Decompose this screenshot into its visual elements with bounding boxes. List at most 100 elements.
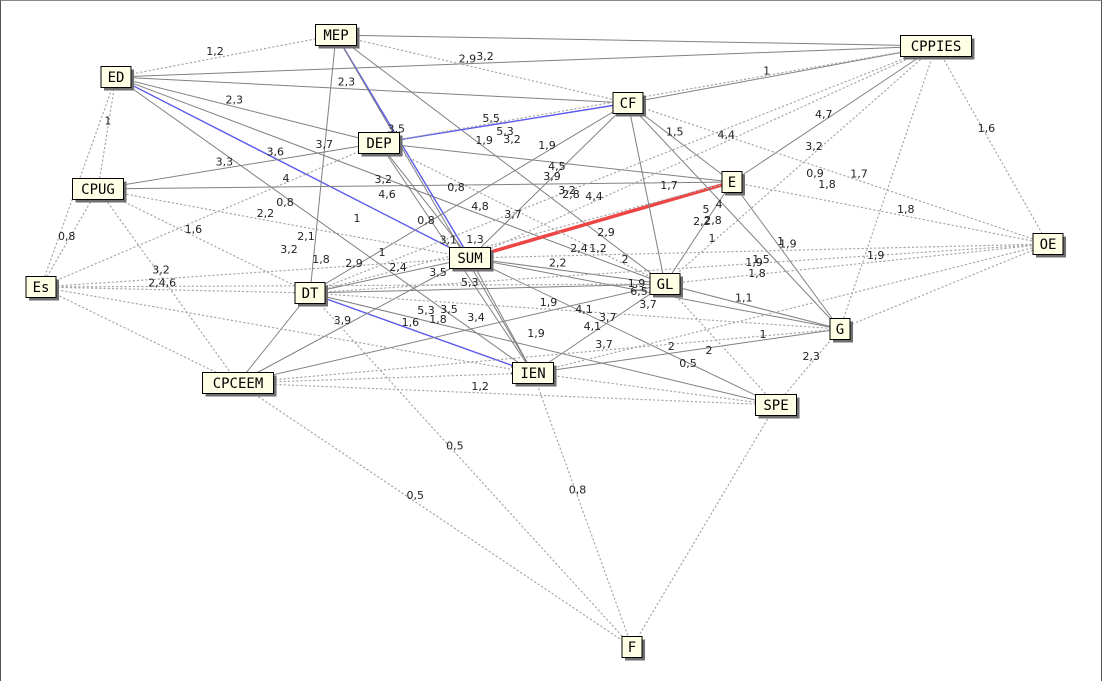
edge-weight-label: 0,8 bbox=[276, 196, 294, 209]
edge-weight-label: 2,9 bbox=[345, 257, 363, 270]
edge-weight-label: 3,5 bbox=[429, 266, 447, 279]
edge-weight-label: 2,4 bbox=[389, 261, 407, 274]
node-box[interactable] bbox=[621, 636, 643, 658]
node-box[interactable] bbox=[294, 282, 326, 304]
edge-es-dt bbox=[40, 286, 311, 294]
edge-mep-cf bbox=[335, 34, 629, 104]
node-oe[interactable]: OE bbox=[1032, 233, 1066, 258]
node-e[interactable]: E bbox=[721, 171, 745, 196]
edge-weight-label: 5,5 bbox=[482, 112, 500, 125]
node-label: SPE bbox=[763, 398, 788, 414]
edge-ed-sum bbox=[115, 76, 471, 259]
node-label: GL bbox=[657, 277, 674, 293]
node-mep[interactable]: MEP bbox=[315, 24, 360, 49]
node-box[interactable] bbox=[900, 35, 972, 57]
edge-cpceem-f bbox=[237, 382, 633, 648]
node-dt[interactable]: DT bbox=[294, 282, 328, 307]
node-label: ED bbox=[108, 70, 125, 86]
node-box[interactable] bbox=[512, 362, 554, 384]
edge-weight-label: 1,5 bbox=[752, 253, 770, 266]
edge-weight-label: 1,9 bbox=[527, 327, 545, 340]
node-box[interactable] bbox=[315, 24, 357, 46]
edge-dep-sum bbox=[378, 142, 471, 259]
node-box[interactable] bbox=[25, 276, 57, 298]
edge-dep-gl bbox=[378, 142, 666, 285]
node-label: CPCEEM bbox=[213, 376, 264, 392]
node-box[interactable] bbox=[202, 372, 274, 394]
edge-weight-label: 3,7 bbox=[639, 298, 657, 311]
edge-weight-label: 2,4,6 bbox=[148, 277, 176, 290]
edge-weight-label: 0,9 bbox=[806, 167, 824, 180]
node-label: DT bbox=[302, 286, 319, 302]
edge-ed-cf bbox=[115, 76, 629, 104]
node-box[interactable] bbox=[358, 132, 400, 154]
edge-ed-cppies bbox=[115, 45, 937, 78]
node-f[interactable]: F bbox=[621, 636, 645, 661]
edge-weight-label: 0,8 bbox=[447, 181, 465, 194]
node-label: IEN bbox=[520, 366, 545, 382]
edge-cppies-oe bbox=[935, 45, 1049, 245]
node-box[interactable] bbox=[721, 171, 743, 193]
node-dep[interactable]: DEP bbox=[358, 132, 403, 157]
edge-weight-label: 3,2 bbox=[476, 50, 494, 63]
edge-weight-label: 3,4 bbox=[467, 311, 485, 324]
node-label: DEP bbox=[366, 136, 391, 152]
edge-es-gl bbox=[40, 283, 666, 288]
edge-cpug-dep bbox=[97, 142, 380, 190]
edge-es-cpceem bbox=[40, 286, 239, 384]
edge-oe-ien bbox=[532, 243, 1049, 374]
edge-gl-g bbox=[664, 283, 841, 330]
node-box[interactable] bbox=[612, 92, 644, 114]
edge-weight-label: 4,6 bbox=[378, 188, 396, 201]
edge-weight-label: 3,6 bbox=[267, 146, 285, 159]
edge-weight-label: 1 bbox=[354, 212, 361, 225]
edge-weight-label: 5,3 bbox=[461, 276, 479, 289]
node-spe[interactable]: SPE bbox=[755, 394, 800, 419]
edge-dt-f bbox=[309, 292, 633, 648]
node-box[interactable] bbox=[72, 178, 124, 200]
edge-weight-label: 2,8 bbox=[704, 214, 722, 227]
edge-weight-label: 2 bbox=[706, 344, 713, 357]
edge-weight-label: 1,6 bbox=[402, 316, 420, 329]
edge-weight-label: 2,8 bbox=[562, 188, 580, 201]
node-sum[interactable]: SUM bbox=[449, 247, 494, 272]
edge-weight-label: 3,9 bbox=[334, 314, 352, 327]
node-cf[interactable]: CF bbox=[612, 92, 646, 117]
node-g[interactable]: G bbox=[829, 318, 853, 343]
node-cppies[interactable]: CPPIES bbox=[900, 35, 975, 60]
edge-cpceem-g bbox=[237, 328, 841, 384]
edge-weight-label: 1,2 bbox=[589, 242, 607, 255]
node-box[interactable] bbox=[1032, 233, 1064, 255]
node-ed[interactable]: ED bbox=[100, 66, 134, 91]
edge-weight-label: 1,9 bbox=[745, 256, 763, 269]
node-label: Es bbox=[33, 280, 50, 296]
node-cpceem[interactable]: CPCEEM bbox=[202, 372, 277, 397]
edge-weight-label: 1 bbox=[763, 64, 770, 77]
edge-weight-label: 3,5 bbox=[440, 303, 458, 316]
edge-weight-label: 1,8 bbox=[312, 253, 330, 266]
edge-weight-label: 1 bbox=[760, 328, 767, 341]
edge-weight-label: 1,9 bbox=[867, 249, 885, 262]
node-ien[interactable]: IEN bbox=[512, 362, 557, 387]
node-box[interactable] bbox=[100, 66, 132, 88]
edge-ed-cpug bbox=[97, 76, 117, 190]
node-es[interactable]: Es bbox=[25, 276, 59, 301]
edge-sum-spe bbox=[469, 257, 777, 406]
node-box[interactable] bbox=[829, 318, 851, 340]
edge-gl-spe bbox=[664, 283, 777, 406]
edge-oe-e bbox=[731, 181, 1049, 245]
node-gl[interactable]: GL bbox=[649, 273, 683, 298]
node-box[interactable] bbox=[649, 273, 681, 295]
edge-weight-label: 4,5 bbox=[548, 160, 566, 173]
edge-weight-label: 1,9 bbox=[628, 277, 646, 290]
edge-dt-gl bbox=[309, 283, 666, 294]
node-cpug[interactable]: CPUG bbox=[72, 178, 127, 203]
edge-weight-label: 1,6 bbox=[978, 122, 996, 135]
edge-es-sum bbox=[40, 257, 471, 288]
edge-mep-dt bbox=[309, 34, 337, 294]
edge-weight-label: 1 bbox=[104, 114, 111, 127]
edge-cf-dt bbox=[309, 102, 629, 294]
edge-weight-label: 3,3 bbox=[216, 155, 234, 168]
node-box[interactable] bbox=[755, 394, 797, 416]
node-box[interactable] bbox=[449, 247, 491, 269]
